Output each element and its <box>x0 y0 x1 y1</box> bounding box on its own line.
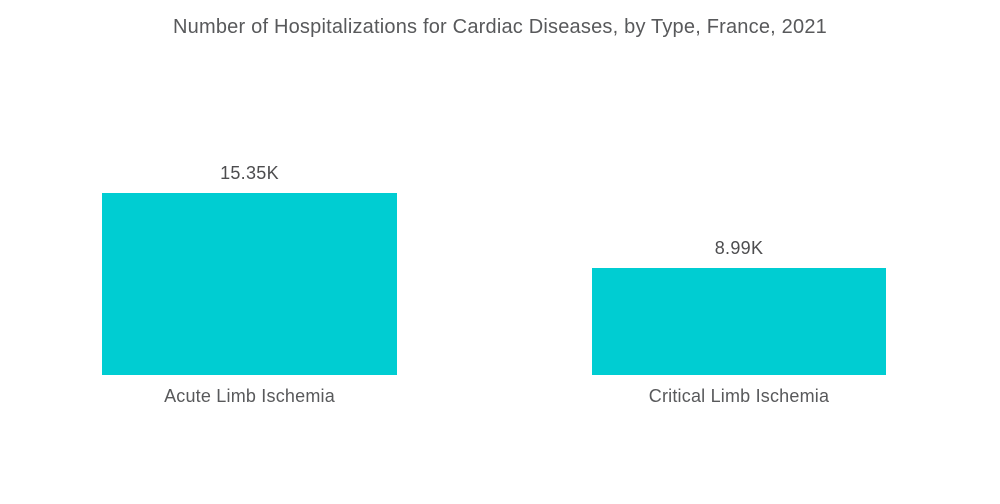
bar-group-critical-limb-ischemia: 8.99K Critical Limb Ischemia <box>592 0 886 504</box>
bar-column: 15.35K <box>102 163 397 375</box>
bar-acute-limb-ischemia[interactable] <box>102 193 397 375</box>
category-label: Critical Limb Ischemia <box>648 386 830 406</box>
value-label: 15.35K <box>220 163 279 183</box>
bar-column: 8.99K <box>592 238 886 375</box>
bar-critical-limb-ischemia[interactable] <box>592 268 886 375</box>
value-label: 8.99K <box>714 238 764 258</box>
chart-title: Number of Hospitalizations for Cardiac D… <box>173 16 827 38</box>
bar-group-acute-limb-ischemia: 15.35K Acute Limb Ischemia <box>102 0 397 504</box>
category-label: Acute Limb Ischemia <box>164 386 335 406</box>
